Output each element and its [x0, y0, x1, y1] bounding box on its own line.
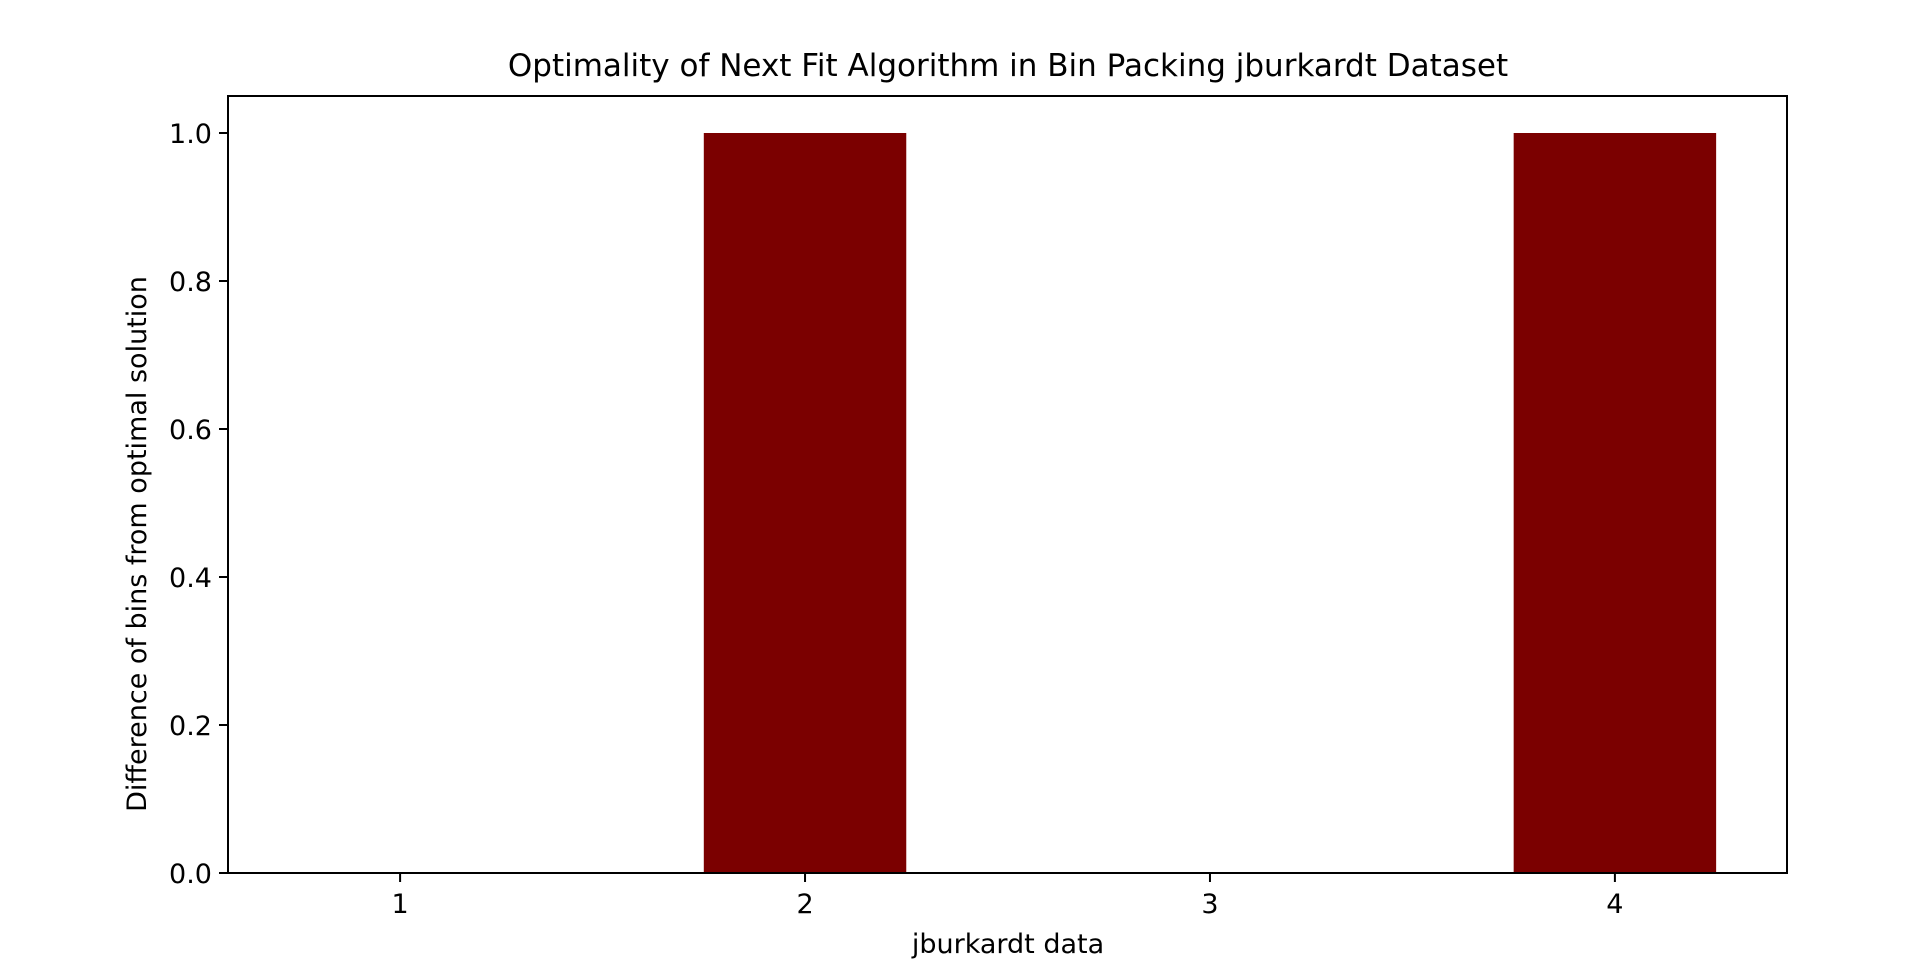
chart-title: Optimality of Next Fit Algorithm in Bin … — [508, 48, 1508, 84]
x-tick-label: 1 — [392, 889, 409, 920]
y-axis-label: Difference of bins from optimal solution — [122, 276, 153, 812]
axes-frame — [227, 95, 1788, 874]
bar-2 — [703, 133, 907, 873]
y-tick-label: 0.4 — [169, 563, 212, 594]
x-axis-label: jburkardt data — [911, 929, 1104, 960]
y-axis: 0.0 0.2 0.4 0.6 0.8 1.0 — [169, 119, 228, 890]
y-tick-label: 0.2 — [169, 711, 212, 742]
x-axis: 1 2 3 4 — [392, 873, 1623, 920]
y-tick-label: 0.6 — [169, 415, 212, 446]
y-tick-label: 0.0 — [169, 859, 212, 890]
y-tick-label: 0.8 — [169, 267, 212, 298]
x-tick-label: 3 — [1201, 889, 1218, 920]
y-tick-label: 1.0 — [169, 119, 212, 150]
plot-area — [703, 133, 1717, 873]
x-tick-label: 2 — [796, 889, 813, 920]
bar-4 — [1513, 133, 1717, 873]
x-tick-label: 4 — [1606, 889, 1623, 920]
